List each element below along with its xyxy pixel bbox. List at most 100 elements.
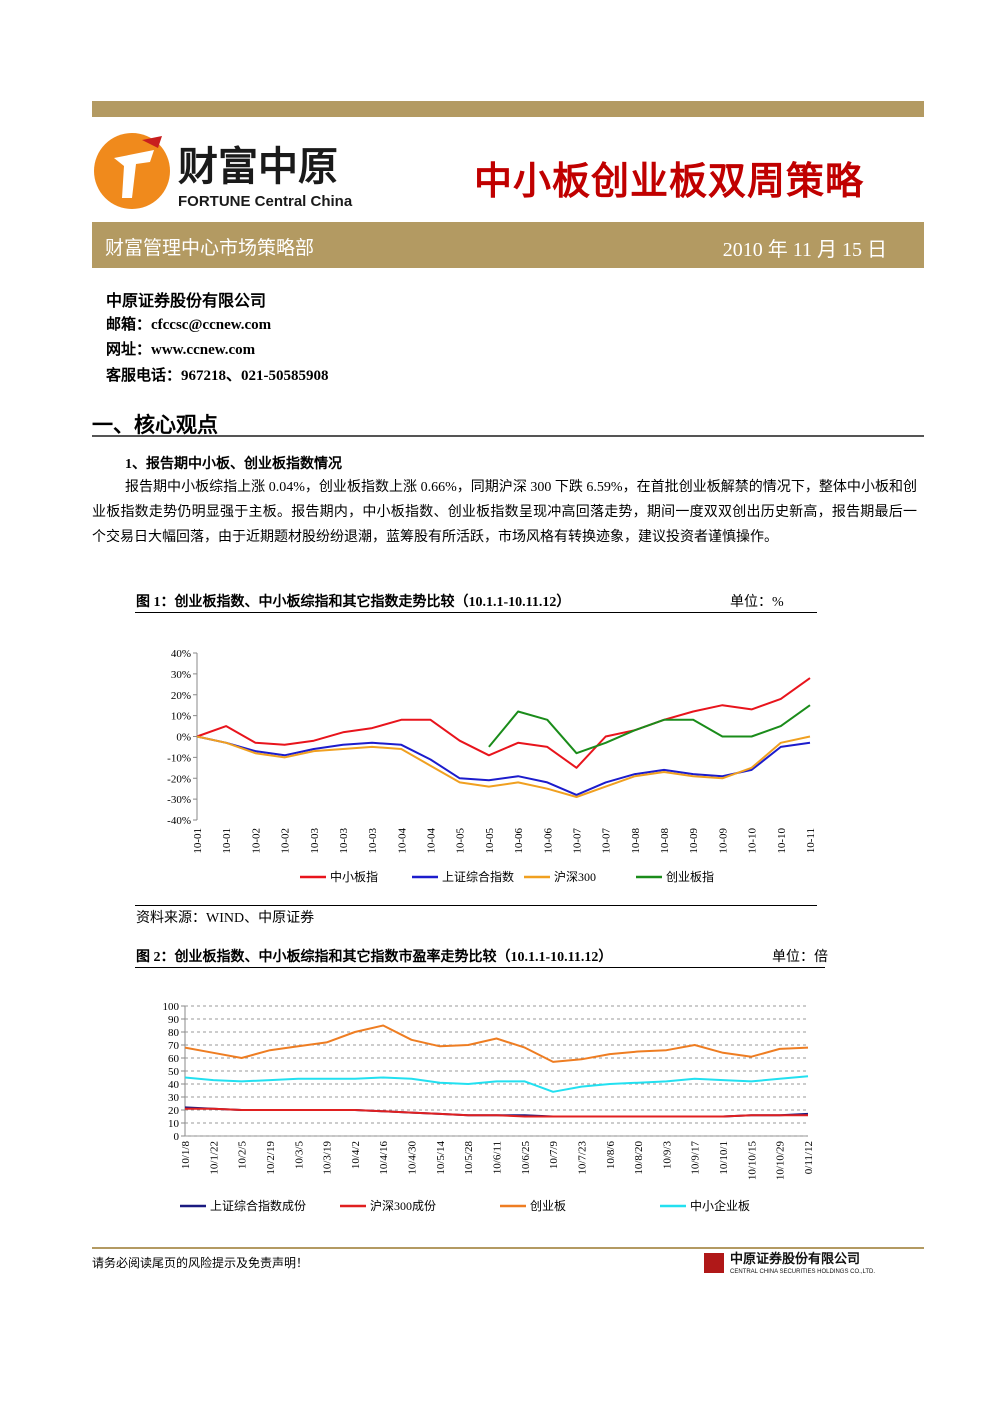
x-tick-label: 10/7/9	[548, 1141, 560, 1170]
x-tick-label: 10/3/5	[293, 1141, 305, 1170]
x-tick-label: 10-01	[192, 828, 204, 854]
x-tick-label: 10/5/14	[435, 1141, 447, 1175]
legend-label: 沪深300	[554, 870, 596, 884]
figure-rule	[135, 967, 825, 968]
x-tick-label: 10/5/28	[463, 1141, 475, 1175]
x-tick-label: 10-03	[367, 828, 379, 854]
y-tick-label: 80	[168, 1027, 180, 1039]
y-tick-label: 10%	[171, 711, 191, 723]
y-tick-label: 40	[168, 1079, 180, 1091]
legend-label: 上证综合指数	[442, 869, 514, 884]
x-tick-label: 10/4/30	[407, 1141, 419, 1175]
legend-label: 沪深300成份	[370, 1199, 436, 1213]
figure-title: 图 2：创业板指数、中小板综指和其它指数市盈率走势比较（10.1.1-10.11…	[136, 950, 613, 965]
x-tick-label: 10/7/23	[576, 1141, 588, 1175]
data-line	[196, 735, 811, 796]
x-tick-label: 10-08	[630, 828, 642, 854]
website: 网址：www.ccnew.com	[106, 342, 256, 358]
x-tick-label: 10/6/25	[520, 1141, 532, 1175]
figure-title: 图 1：创业板指数、中小板综指和其它指数走势比较（10.1.1-10.11.12…	[136, 595, 571, 610]
y-tick-label: 0	[174, 1131, 180, 1143]
footer-company-en: CENTRAL CHINA SECURITIES HOLDINGS CO.,LT…	[730, 1269, 875, 1275]
legend-label: 中小板指	[330, 869, 378, 884]
y-tick-label: 60	[168, 1053, 180, 1065]
y-tick-label: 100	[163, 1001, 180, 1013]
y-tick-label: -20%	[167, 773, 191, 785]
figure-unit: 单位：倍	[772, 950, 828, 965]
x-tick-label: 10/3/19	[322, 1141, 334, 1175]
y-tick-label: 70	[168, 1040, 180, 1052]
y-tick-label: -40%	[167, 815, 191, 827]
logo-flag	[142, 136, 162, 148]
x-tick-label: 10-06	[513, 828, 525, 854]
x-tick-label: 10-03	[309, 828, 321, 854]
y-tick-label: 10	[168, 1118, 180, 1130]
logo-mark	[114, 150, 154, 198]
x-tick-label: 10/8/20	[633, 1141, 645, 1175]
top-bar	[92, 101, 924, 117]
x-tick-label: 10/2/19	[265, 1141, 277, 1175]
x-tick-label: 10/2/5	[237, 1141, 249, 1170]
department: 财富管理中心市场策略部	[105, 238, 315, 259]
y-tick-label: 40%	[171, 648, 191, 660]
phone: 客服电话：967218、021-50585908	[106, 368, 329, 384]
subheading: 1、报告期中小板、创业板指数情况	[125, 457, 342, 472]
band	[92, 222, 924, 268]
figure-unit: 单位：%	[730, 595, 784, 610]
x-tick-label: 10-05	[455, 828, 467, 854]
data-line	[184, 1075, 809, 1093]
footer-company: 中原证券股份有限公司	[730, 1251, 860, 1266]
data-line	[185, 1107, 808, 1118]
y-tick-label: 50	[168, 1066, 180, 1078]
y-tick-label: 90	[168, 1014, 180, 1026]
x-tick-label: 10/8/6	[605, 1141, 617, 1170]
x-tick-label: 10-08	[659, 828, 671, 854]
y-tick-label: 30	[168, 1092, 180, 1104]
data-line	[196, 677, 811, 769]
x-tick-label: 10-07	[601, 828, 613, 854]
disclaimer: 请务必阅读尾页的风险提示及免责声明！	[92, 1256, 309, 1270]
y-tick-label: 20	[168, 1105, 180, 1117]
company: 中原证券股份有限公司	[106, 293, 267, 310]
x-tick-label: 10-03	[338, 828, 350, 854]
x-tick-label: 10/4/16	[378, 1141, 390, 1175]
email: 邮箱：cfccsc@ccnew.com	[106, 317, 272, 333]
x-tick-label: 10-07	[571, 828, 583, 854]
legend-label: 中小企业板	[690, 1198, 750, 1213]
x-tick-label: 10-10	[776, 828, 788, 854]
section-heading: 一、核心观点	[92, 413, 218, 437]
report-title: 中小板创业板双周策略	[474, 161, 865, 203]
footer-rule	[92, 1247, 924, 1249]
x-tick-label: 10/1/22	[208, 1141, 220, 1175]
x-tick-label: 10-09	[688, 828, 700, 854]
logo: 财富中原 FORTUNE Central China	[94, 133, 353, 210]
x-tick-label: 10-01	[221, 828, 233, 854]
section-rule	[92, 435, 924, 437]
date: 2010 年 11 月 15 日	[722, 239, 887, 261]
y-tick-label: 0%	[176, 732, 191, 744]
figure-source: 资料来源：WIND、中原证券	[136, 911, 315, 926]
x-tick-label: 10-10	[747, 828, 759, 854]
x-tick-label: 0/11/12	[803, 1141, 815, 1174]
x-tick-label: 10-09	[717, 828, 729, 854]
x-tick-label: 10/4/2	[350, 1141, 362, 1169]
x-tick-label: 10/9/3	[661, 1141, 673, 1170]
paragraph: 报告期中小板综指上涨 0.04%，创业板指数上涨 0.66%，同期沪深 300 …	[92, 480, 917, 545]
legend-label: 上证综合指数成份	[210, 1198, 306, 1213]
footer-logo-mark	[704, 1253, 724, 1273]
data-line	[196, 735, 811, 798]
y-tick-label: 20%	[171, 690, 191, 702]
footer-logo: 中原证券股份有限公司 CENTRAL CHINA SECURITIES HOLD…	[704, 1251, 875, 1275]
x-tick-label: 10-05	[484, 828, 496, 854]
logo-cn: 财富中原	[178, 144, 338, 190]
legend-label: 创业板指	[666, 869, 714, 884]
x-tick-label: 10-11	[805, 828, 817, 853]
y-tick-label: 30%	[171, 669, 191, 681]
x-tick-label: 10-06	[542, 828, 554, 854]
x-tick-label: 10/10/1	[718, 1141, 730, 1175]
x-tick-label: 10-04	[426, 828, 438, 854]
y-tick-label: -10%	[167, 752, 191, 764]
x-tick-label: 10/9/17	[690, 1141, 702, 1175]
x-tick-label: 10/10/15	[746, 1141, 758, 1181]
